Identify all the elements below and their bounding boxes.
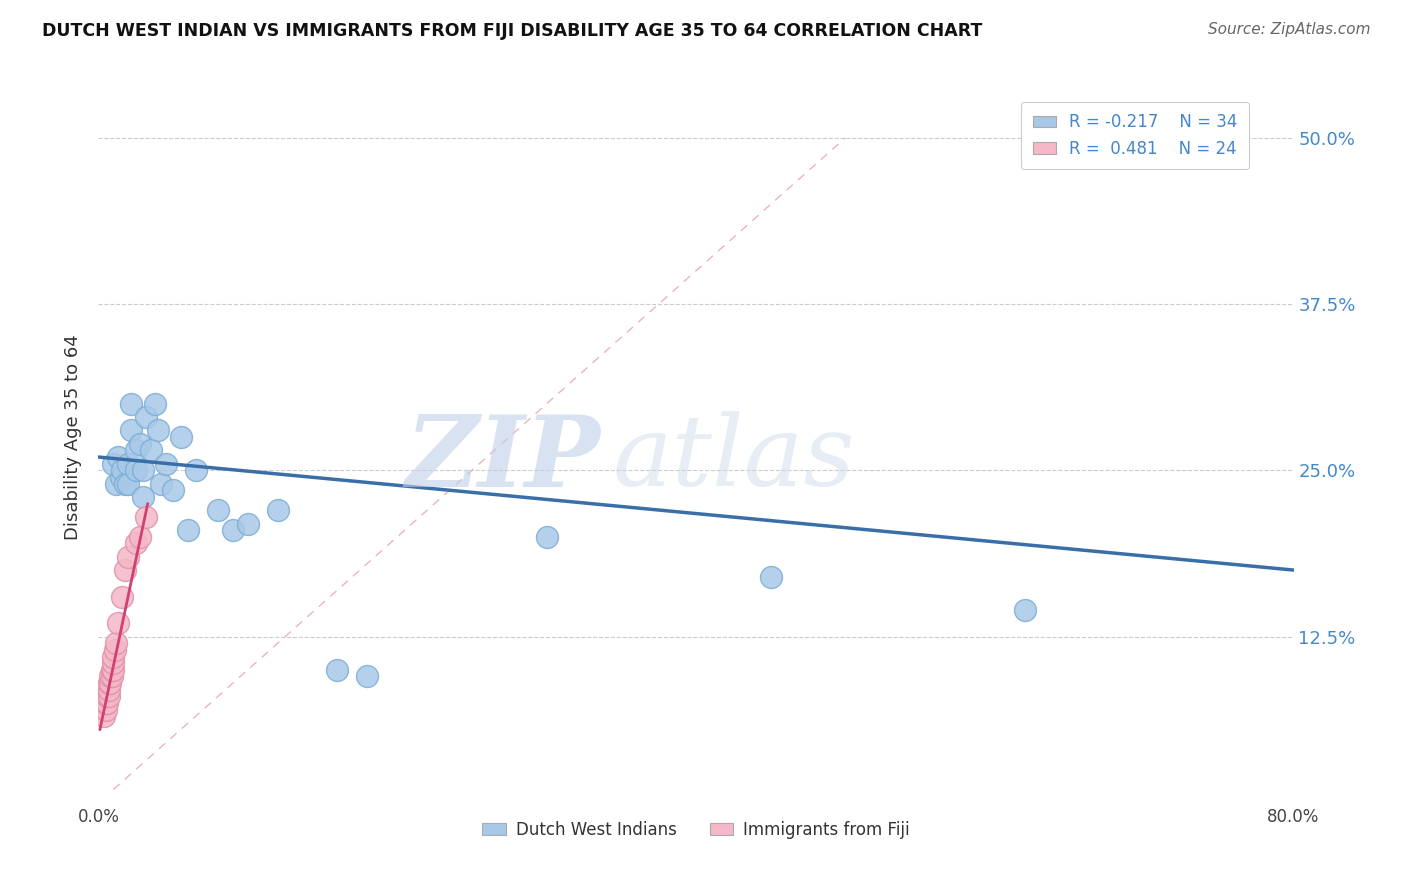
Point bbox=[1014, 603, 1036, 617]
Point bbox=[103, 457, 125, 471]
Point bbox=[97, 690, 120, 704]
Point bbox=[105, 476, 128, 491]
Point bbox=[114, 476, 136, 491]
Legend: Dutch West Indians, Immigrants from Fiji: Dutch West Indians, Immigrants from Fiji bbox=[475, 814, 917, 846]
Point bbox=[117, 457, 139, 471]
Point bbox=[103, 663, 125, 677]
Point bbox=[101, 663, 124, 677]
Text: Source: ZipAtlas.com: Source: ZipAtlas.com bbox=[1208, 22, 1371, 37]
Point bbox=[326, 663, 349, 677]
Point bbox=[139, 443, 162, 458]
Point bbox=[103, 649, 125, 664]
Point bbox=[98, 676, 122, 690]
Point bbox=[169, 430, 191, 444]
Point bbox=[107, 450, 129, 464]
Point bbox=[759, 570, 782, 584]
Point bbox=[110, 470, 132, 484]
Point bbox=[207, 503, 229, 517]
Point bbox=[120, 397, 142, 411]
Y-axis label: Disability Age 35 to 64: Disability Age 35 to 64 bbox=[65, 334, 83, 540]
Point bbox=[148, 424, 170, 438]
Point bbox=[111, 590, 134, 604]
Point bbox=[162, 483, 184, 498]
Point bbox=[96, 696, 118, 710]
Text: DUTCH WEST INDIAN VS IMMIGRANTS FROM FIJI DISABILITY AGE 35 TO 64 CORRELATION CH: DUTCH WEST INDIAN VS IMMIGRANTS FROM FIJ… bbox=[42, 22, 983, 40]
Point bbox=[96, 690, 118, 704]
Point bbox=[135, 410, 157, 425]
Point bbox=[114, 563, 136, 577]
Point bbox=[101, 669, 124, 683]
Point bbox=[120, 424, 142, 438]
Point bbox=[267, 503, 290, 517]
Text: ZIP: ZIP bbox=[405, 411, 600, 508]
Point bbox=[177, 523, 200, 537]
Point bbox=[132, 490, 155, 504]
Point bbox=[107, 616, 129, 631]
Point bbox=[98, 669, 122, 683]
Point bbox=[94, 703, 117, 717]
Point bbox=[104, 643, 127, 657]
Point bbox=[125, 443, 148, 458]
Point bbox=[236, 516, 259, 531]
Point bbox=[143, 397, 166, 411]
Point bbox=[129, 530, 152, 544]
Point bbox=[184, 463, 207, 477]
Point bbox=[105, 636, 128, 650]
Point bbox=[222, 523, 245, 537]
Point bbox=[125, 536, 148, 550]
Point bbox=[135, 509, 157, 524]
Point bbox=[94, 696, 117, 710]
Point bbox=[356, 669, 378, 683]
Point bbox=[103, 656, 125, 670]
Point bbox=[125, 463, 148, 477]
Point bbox=[117, 476, 139, 491]
Point bbox=[117, 549, 139, 564]
Point bbox=[155, 457, 177, 471]
Point bbox=[536, 530, 558, 544]
Point bbox=[111, 463, 134, 477]
Point bbox=[132, 463, 155, 477]
Point bbox=[129, 436, 152, 450]
Point bbox=[97, 676, 120, 690]
Text: atlas: atlas bbox=[613, 411, 855, 507]
Point bbox=[150, 476, 173, 491]
Point bbox=[93, 709, 115, 723]
Point bbox=[97, 682, 120, 697]
